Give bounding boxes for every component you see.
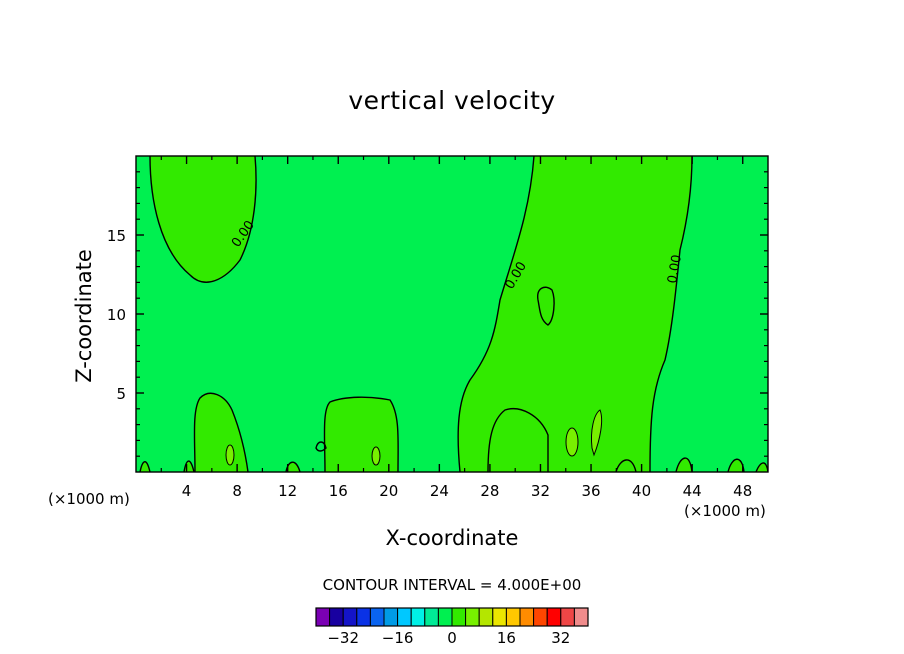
x-tick-label: 32: [531, 482, 550, 500]
y-tick-label: 5: [116, 385, 126, 403]
positive-region: [756, 462, 768, 472]
colorbar-swatch: [451, 607, 467, 627]
zero-contour-line: [615, 459, 637, 472]
y-unit-label: (×1000 m): [684, 502, 766, 520]
x-tick-label: 44: [683, 482, 702, 500]
x-tick-label: 4: [182, 482, 192, 500]
x-tick-label: 40: [632, 482, 651, 500]
zero-contour-line: [537, 286, 555, 326]
positive-region: [458, 156, 692, 472]
colorbar-swatch: [437, 607, 453, 627]
x-tick-label: 36: [581, 482, 600, 500]
chart-title: vertical velocity: [348, 86, 556, 115]
y-tick-label: 10: [107, 306, 126, 324]
zero-contour-line: [285, 461, 301, 472]
zero-contour-line: [315, 441, 327, 452]
colorbar-swatch: [342, 607, 358, 627]
colorbar-swatch: [519, 607, 535, 627]
x-tick-label: 20: [379, 482, 398, 500]
colorbar-swatch: [397, 607, 412, 627]
positive-region: [728, 459, 744, 472]
strong-positive-cell: [591, 409, 603, 457]
positive-region: [150, 156, 257, 283]
colorbar-swatch: [533, 607, 548, 627]
zero-contour-line: [487, 408, 549, 472]
positive-region: [194, 393, 248, 472]
contour-interval-label: CONTOUR INTERVAL = 4.000E+00: [322, 576, 582, 594]
zero-contour-line: [457, 156, 535, 472]
colorbar-swatch: [573, 607, 589, 627]
positive-region: [488, 408, 548, 472]
colorbar-swatch: [315, 607, 331, 627]
colorbar-swatch: [546, 607, 562, 627]
x-tick-label: 16: [329, 482, 348, 500]
colorbar-swatch: [465, 607, 480, 627]
x-tick-label: 8: [232, 482, 242, 500]
zero-contour-line: [649, 156, 693, 472]
colorbar-swatch: [369, 607, 385, 627]
colorbar-swatch: [560, 607, 575, 627]
contour-label: 0.00: [665, 254, 685, 285]
colorbar-swatch: [478, 607, 494, 627]
colorbar-tick-label: 16: [497, 629, 516, 647]
x-tick-label: 12: [278, 482, 297, 500]
x-tick-label: 28: [480, 482, 499, 500]
colorbar-tick-label: −16: [382, 629, 414, 647]
zero-contour-line: [675, 457, 693, 472]
zero-contour-line: [323, 396, 399, 472]
zero-contour-line: [193, 392, 249, 472]
strong-positive-cell: [565, 427, 579, 457]
colorbar-tick-label: 32: [551, 629, 570, 647]
colorbar-swatch: [492, 607, 507, 627]
y-axis-label: Z-coordinate: [72, 249, 96, 383]
zero-contour-line: [149, 156, 257, 283]
zero-contour-line: [183, 460, 195, 472]
colorbar-swatch: [329, 607, 344, 627]
zero-contour-line: [139, 461, 151, 472]
positive-region: [676, 458, 692, 472]
strong-positive-cell: [371, 446, 381, 466]
colorbar-swatch: [505, 607, 521, 627]
colorbar-tick-label: −32: [327, 629, 359, 647]
colorbar-frame: [315, 607, 589, 627]
x-tick-label: 24: [430, 482, 449, 500]
colorbar-swatch: [410, 607, 426, 627]
colorbar-swatch: [356, 607, 371, 627]
positive-region: [324, 397, 399, 472]
strong-positive-cell: [225, 444, 235, 466]
x-unit-label: (×1000 m): [48, 490, 130, 508]
x-axis-label: X-coordinate: [385, 526, 519, 550]
colorbar-swatch: [424, 607, 439, 627]
colorbar-tick-label: 0: [447, 629, 457, 647]
colorbar-swatch: [383, 607, 399, 627]
y-tick-label: 15: [107, 227, 126, 245]
x-tick-label: 48: [733, 482, 752, 500]
